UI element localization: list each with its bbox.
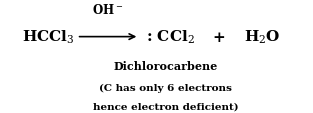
- Text: hence electron deficient): hence electron deficient): [93, 102, 239, 111]
- Text: HCCl$_3$: HCCl$_3$: [22, 29, 74, 46]
- Text: H$_2$O: H$_2$O: [244, 29, 280, 46]
- Text: Dichlorocarbene: Dichlorocarbene: [114, 60, 218, 71]
- Text: : CCl$_2$: : CCl$_2$: [146, 29, 194, 46]
- Text: OH$^-$: OH$^-$: [92, 3, 124, 17]
- Text: (C has only 6 electrons: (C has only 6 electrons: [100, 84, 232, 93]
- Text: +: +: [213, 30, 225, 44]
